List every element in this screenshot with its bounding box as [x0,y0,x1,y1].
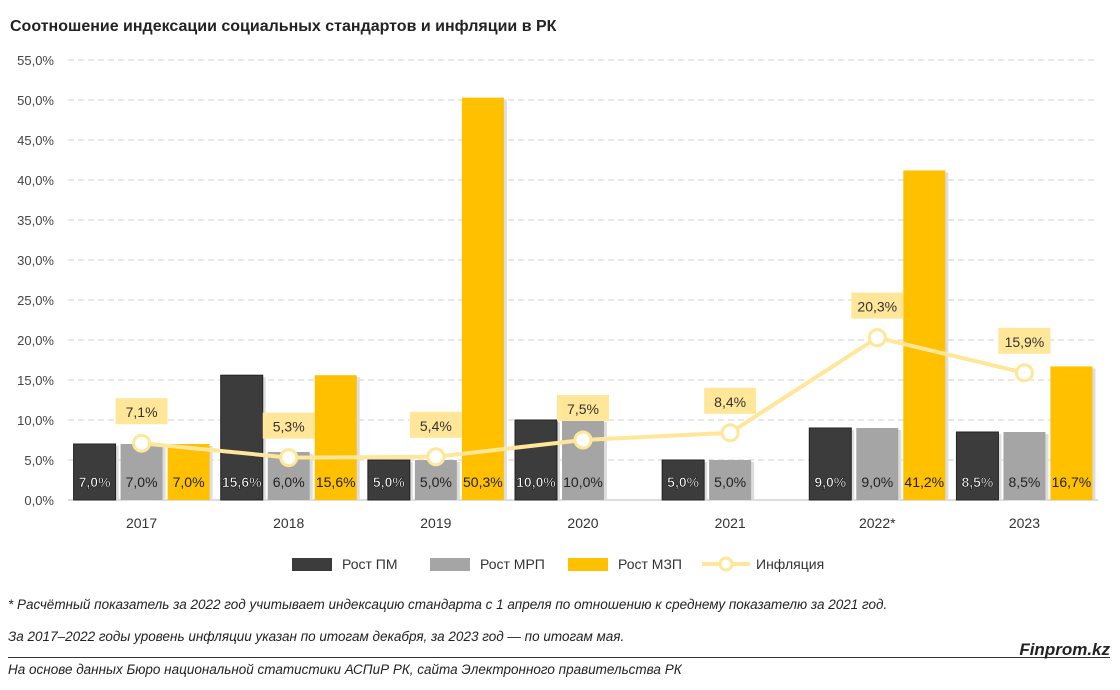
bar-Рост ПМ [955,431,999,501]
inflation-label-box [851,292,904,319]
y-tick-label: 0,0% [24,493,54,508]
inflation-point [1014,363,1034,383]
inflation-data-label: 7,1% [126,404,158,420]
bar-Рост МРП [856,428,899,500]
brand-logo: Finprom.kz [1019,640,1110,659]
bar-data-label: 16,7% [1052,474,1092,490]
bar-Рост ПМ [661,459,705,501]
bar-data-label: 7,0% [79,474,111,490]
y-tick-label: 30,0% [17,253,54,268]
y-tick-label: 35,0% [17,213,54,228]
y-tick-label: 45,0% [17,133,54,148]
x-tick-label: 2019 [420,515,451,531]
legend-label: Рост МЗП [618,556,682,572]
bar-Рост МЗП [461,97,504,500]
bar-data-label: 41,2% [904,474,944,490]
bar-data-label: 5,0% [420,474,452,490]
x-tick-label: 2023 [1009,515,1040,531]
divider [8,657,1110,658]
bar-data-label: 5,0% [667,474,699,490]
inflation-point [573,430,593,450]
inflation-label-box [704,387,757,414]
bar-Рост ПМ [808,427,852,501]
bar-data-label: 9,0% [861,474,893,490]
footnote-asterisk: * Расчётный показатель за 2022 год учиты… [8,597,888,612]
bar-Рост МРП [1003,432,1046,500]
bar-Рост МРП [414,460,457,500]
legend-swatch [292,558,332,571]
inflation-point [279,448,299,468]
bar-data-label: 15,6% [222,474,262,490]
y-tick-label: 50,0% [17,93,54,108]
bar-data-label: 10,0% [563,474,603,490]
bar-Рост ПМ [367,459,411,501]
x-tick-label: 2022* [859,515,896,531]
legend-label: Рост МРП [480,556,545,572]
legend-label: Рост ПМ [342,556,398,572]
inflation-data-label: 15,9% [1005,334,1045,350]
inflation-label-box [409,411,462,438]
x-tick-label: 2018 [273,515,304,531]
inflation-label-box [557,395,609,421]
y-tick-label: 5,0% [24,453,54,468]
inflation-data-label: 5,3% [273,419,305,435]
bar-data-label: 10,0% [516,474,556,490]
y-tick-label: 25,0% [17,293,54,308]
inflation-data-label: 7,5% [567,401,599,417]
bar-data-label: 8,5% [1008,474,1040,490]
footnote-inflation: За 2017–2022 годы уровень инфляции указа… [8,629,625,644]
bar-Рост МЗП [903,170,946,500]
x-tick-label: 2020 [567,515,598,531]
inflation-point [720,423,740,443]
y-tick-label: 15,0% [17,373,54,388]
footnote-source: На основе данных Бюро национальной стати… [8,662,682,677]
bar-Рост МЗП [1050,366,1093,500]
chart-title: Соотношение индексации социальных станда… [10,18,557,35]
chart: 0,0% 5,0% 10,0% 15,0% 20,0% 25,0% 30,0% 35,0% 40… [17,53,1098,572]
inflation-data-label: 20,3% [857,299,897,315]
inflation-label-box [262,412,315,439]
inflation-data-label: 5,4% [420,418,452,434]
y-tick-label: 10,0% [17,413,54,428]
bar-Рост МРП [709,460,752,500]
inflation-point [867,328,887,348]
legend-label: Инфляция [756,556,824,572]
y-tick-label: 40,0% [17,173,54,188]
inflation-label-box [998,327,1051,354]
bar-data-label: 7,0% [126,474,158,490]
bar-data-label: 5,0% [714,474,746,490]
bar-Рост ПМ [220,374,264,501]
legend-swatch [568,558,608,571]
bar-data-label: 5,0% [373,474,405,490]
bar-data-label: 6,0% [273,474,305,490]
inflation-label-box [115,398,168,425]
inflation-point [132,433,152,453]
legend-swatch [430,558,470,571]
x-tick-label: 2017 [126,515,157,531]
bar-data-label: 15,6% [316,474,356,490]
bar-data-label: 7,0% [173,474,205,490]
y-tick-label: 55,0% [17,53,54,68]
y-tick-label: 20,0% [17,333,54,348]
bar-Рост ПМ [514,419,558,501]
bar-data-label: 9,0% [814,474,846,490]
bar-data-label: 50,3% [463,474,503,490]
bar-Рост МЗП [167,444,210,500]
bar-Рост ПМ [73,443,117,501]
inflation-point [426,447,446,467]
bar-data-label: 8,5% [961,474,993,490]
bar-Рост МРП [120,444,163,500]
bar-Рост МЗП [314,375,357,500]
legend-marker [718,556,734,572]
inflation-data-label: 8,4% [714,394,746,410]
x-tick-label: 2021 [715,515,746,531]
